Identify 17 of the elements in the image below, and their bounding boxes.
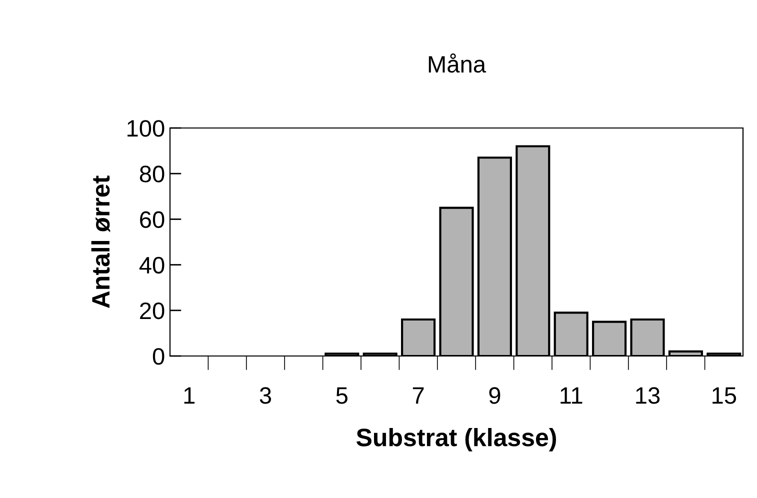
y-tick-label: 40 xyxy=(139,256,164,274)
y-axis-title: Antall ørret xyxy=(91,176,110,308)
x-tick-label: 11 xyxy=(560,387,582,404)
y-tick-label: 20 xyxy=(140,302,164,320)
y-tick-label: 0 xyxy=(152,348,164,365)
x-tick-label: 3 xyxy=(260,387,272,404)
x-axis-title: Substrat (klasse) xyxy=(356,428,556,452)
x-tick-label: 1 xyxy=(184,387,195,404)
x-tick-label: 15 xyxy=(712,387,736,404)
y-tick-label: 100 xyxy=(128,120,164,137)
x-tick-label: 13 xyxy=(636,387,660,404)
x-tick-label: 5 xyxy=(336,387,348,404)
x-tick-label: 9 xyxy=(489,387,500,404)
y-tick-label: 60 xyxy=(140,211,164,228)
y-tick-label: 80 xyxy=(140,166,164,182)
x-tick-label: 7 xyxy=(412,387,424,404)
chart-title: Måna xyxy=(428,53,486,73)
